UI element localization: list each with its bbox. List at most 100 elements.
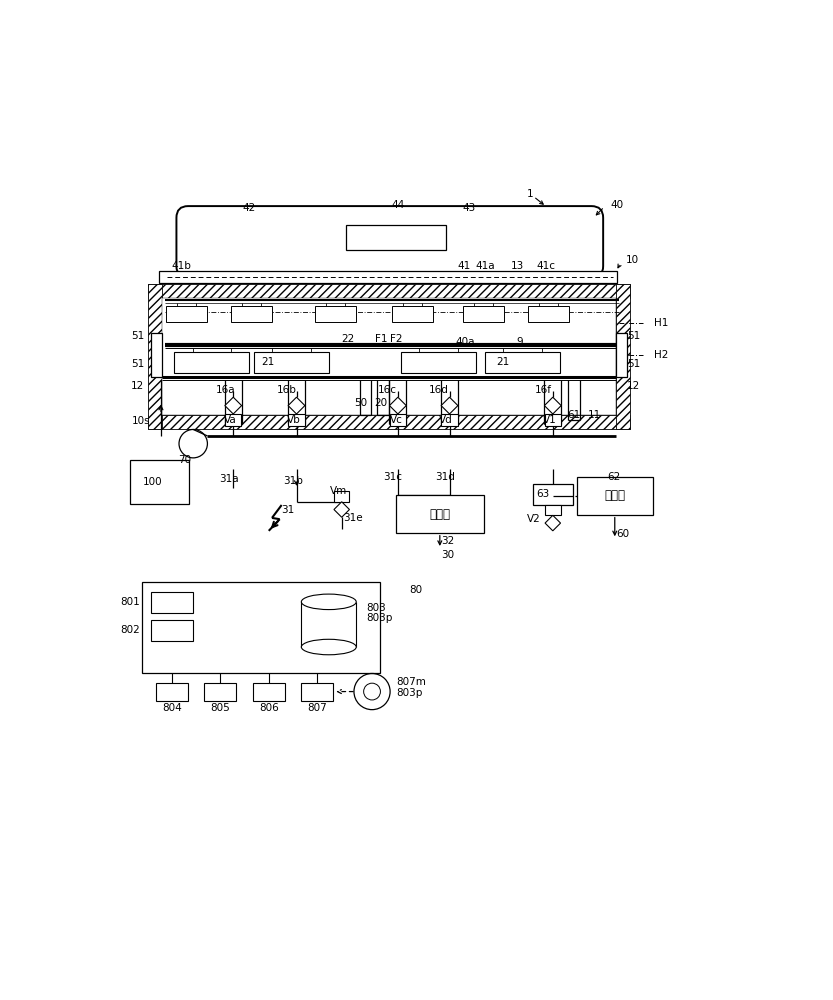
Bar bbox=[159, 271, 617, 283]
Text: 41b: 41b bbox=[172, 261, 192, 271]
Text: 807: 807 bbox=[307, 703, 327, 713]
Text: 802: 802 bbox=[120, 625, 140, 635]
Text: 50: 50 bbox=[355, 398, 367, 408]
Text: 43: 43 bbox=[462, 203, 476, 213]
Text: 1: 1 bbox=[527, 189, 533, 199]
Polygon shape bbox=[390, 397, 407, 414]
Bar bbox=[148, 284, 162, 429]
Text: H1: H1 bbox=[654, 318, 668, 328]
Bar bbox=[166, 306, 207, 322]
Text: 31e: 31e bbox=[343, 513, 362, 523]
Polygon shape bbox=[545, 397, 561, 414]
Text: 100: 100 bbox=[142, 477, 162, 487]
Bar bbox=[231, 306, 272, 322]
Bar bbox=[527, 306, 569, 322]
Text: 13: 13 bbox=[511, 261, 524, 271]
Text: F1: F1 bbox=[376, 334, 388, 344]
Text: Vc: Vc bbox=[390, 415, 402, 425]
Text: 807m: 807m bbox=[397, 677, 426, 687]
Bar bbox=[463, 306, 504, 322]
Bar bbox=[533, 484, 573, 505]
Text: 70: 70 bbox=[178, 455, 192, 465]
Bar bbox=[142, 582, 381, 673]
Text: 60: 60 bbox=[616, 529, 629, 539]
Text: 44: 44 bbox=[392, 200, 405, 210]
Bar bbox=[288, 414, 305, 426]
Bar bbox=[225, 414, 242, 426]
Text: 16a: 16a bbox=[216, 385, 235, 395]
Bar bbox=[545, 505, 561, 515]
Bar bbox=[616, 333, 627, 377]
Bar bbox=[151, 333, 162, 377]
Bar bbox=[204, 683, 237, 701]
Text: 803p: 803p bbox=[397, 688, 423, 698]
Text: H2: H2 bbox=[654, 350, 668, 360]
Text: 31: 31 bbox=[282, 505, 295, 515]
Text: 12: 12 bbox=[131, 381, 144, 391]
Text: Vd: Vd bbox=[439, 415, 453, 425]
Text: 11: 11 bbox=[588, 410, 601, 420]
Text: 801: 801 bbox=[120, 597, 140, 607]
Text: 31d: 31d bbox=[435, 472, 455, 482]
Bar bbox=[156, 683, 188, 701]
Text: 40: 40 bbox=[611, 200, 624, 210]
Bar bbox=[174, 352, 249, 373]
Text: 10: 10 bbox=[626, 255, 639, 265]
Text: 40a: 40a bbox=[456, 337, 476, 347]
Text: 62: 62 bbox=[607, 472, 621, 482]
Text: 804: 804 bbox=[162, 703, 182, 713]
Bar bbox=[152, 620, 193, 641]
Bar bbox=[545, 414, 561, 426]
Text: 12: 12 bbox=[627, 381, 640, 391]
FancyBboxPatch shape bbox=[177, 206, 603, 278]
Bar bbox=[347, 225, 446, 250]
Bar bbox=[252, 683, 285, 701]
Bar bbox=[130, 460, 189, 504]
Bar bbox=[148, 415, 631, 429]
Text: 41a: 41a bbox=[475, 261, 495, 271]
Text: 16b: 16b bbox=[277, 385, 297, 395]
Text: Vm: Vm bbox=[330, 486, 347, 496]
Bar bbox=[392, 306, 433, 322]
Text: 61: 61 bbox=[567, 410, 581, 420]
Polygon shape bbox=[288, 397, 305, 414]
Text: 16f: 16f bbox=[535, 385, 551, 395]
Text: 41: 41 bbox=[457, 261, 471, 271]
Text: 22: 22 bbox=[342, 334, 355, 344]
Text: 63: 63 bbox=[536, 489, 550, 499]
Bar bbox=[254, 352, 329, 373]
Ellipse shape bbox=[302, 594, 357, 610]
Text: 51: 51 bbox=[131, 331, 144, 341]
Text: 31a: 31a bbox=[220, 474, 239, 484]
Bar bbox=[396, 495, 484, 533]
Text: 806: 806 bbox=[259, 703, 278, 713]
Text: V2: V2 bbox=[527, 514, 541, 524]
Bar bbox=[441, 414, 457, 426]
Text: 16d: 16d bbox=[429, 385, 448, 395]
Text: F2: F2 bbox=[390, 334, 402, 344]
Bar bbox=[162, 298, 616, 415]
Text: 20: 20 bbox=[374, 398, 387, 408]
Text: 32: 32 bbox=[441, 536, 454, 546]
Polygon shape bbox=[441, 397, 458, 414]
Bar bbox=[402, 352, 476, 373]
Text: 51: 51 bbox=[627, 359, 640, 369]
Text: 803p: 803p bbox=[366, 613, 392, 623]
Text: 30: 30 bbox=[441, 550, 454, 560]
Bar bbox=[485, 352, 560, 373]
Bar bbox=[315, 306, 356, 322]
Text: 9: 9 bbox=[516, 337, 522, 347]
Bar bbox=[152, 592, 193, 613]
Text: 803: 803 bbox=[366, 603, 386, 613]
Text: 41c: 41c bbox=[536, 261, 556, 271]
Polygon shape bbox=[545, 515, 561, 531]
Bar bbox=[148, 284, 631, 298]
Text: 42: 42 bbox=[242, 203, 256, 213]
Bar bbox=[301, 683, 333, 701]
Text: 21: 21 bbox=[261, 357, 274, 367]
Text: 10s: 10s bbox=[132, 416, 151, 426]
Text: 51: 51 bbox=[131, 359, 144, 369]
Text: Va: Va bbox=[224, 415, 237, 425]
Bar bbox=[390, 414, 406, 426]
Text: 31c: 31c bbox=[383, 472, 402, 482]
